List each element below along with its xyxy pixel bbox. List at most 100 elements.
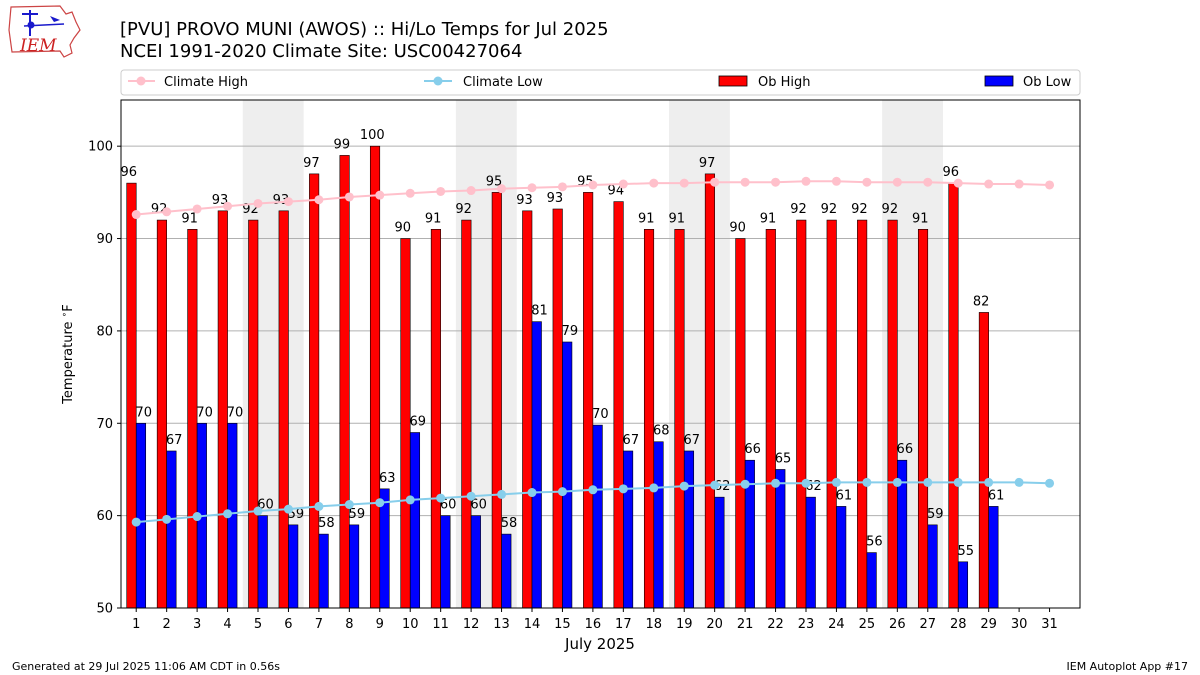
climate-high-point <box>466 186 476 196</box>
climate-high-point <box>710 177 720 187</box>
y-tick-label: 80 <box>96 324 113 339</box>
climate-high-point <box>344 192 354 202</box>
x-tick-label: 15 <box>554 617 571 632</box>
climate-high-point <box>801 176 811 186</box>
ob-low-label: 79 <box>562 324 579 339</box>
legend-frame <box>120 69 1081 96</box>
climate-low-point <box>557 487 567 497</box>
legend-label-climate-low: Climate Low <box>463 75 543 90</box>
climate-high-point <box>131 210 141 220</box>
ob-high-bar <box>613 201 624 609</box>
ob-low-label: 70 <box>592 407 609 422</box>
climate-high-point <box>527 183 537 193</box>
climate-low-point <box>953 477 963 487</box>
plot-frame <box>120 99 1081 609</box>
ob-low-bar <box>836 506 847 609</box>
climate-low-point <box>679 481 689 491</box>
chart-title-line2: NCEI 1991-2020 Climate Site: USC00427064 <box>120 41 522 62</box>
ob-low-bar <box>866 552 877 609</box>
ob-low-bar <box>470 515 481 609</box>
ob-high-bar <box>369 145 381 609</box>
ob-high-bar <box>765 229 776 609</box>
ob-low-label: 58 <box>501 516 518 531</box>
y-tick-label: 90 <box>96 232 113 247</box>
ob-low-bar <box>805 496 816 609</box>
x-tick-label: 1 <box>132 617 140 632</box>
ob-low-bar <box>562 341 573 609</box>
x-tick-label: 4 <box>223 617 231 632</box>
x-tick-label: 23 <box>798 617 815 632</box>
ob-low-bar <box>318 533 329 609</box>
ob-high-label: 92 <box>790 202 807 217</box>
x-tick-label: 16 <box>585 617 602 632</box>
ob-high-bar <box>126 182 137 609</box>
x-tick-label: 7 <box>315 617 323 632</box>
climate-low-point <box>1045 478 1055 488</box>
climate-low-point <box>405 495 415 505</box>
climate-high-point <box>862 177 872 187</box>
x-tick-label: 6 <box>284 617 292 632</box>
climate-high-point <box>1045 180 1055 190</box>
ob-high-label: 93 <box>516 193 533 208</box>
climate-low-point <box>223 509 233 519</box>
climate-high-point <box>953 178 963 188</box>
ob-high-label: 92 <box>851 202 868 217</box>
x-tick-label: 14 <box>524 617 541 632</box>
ob-low-bar <box>166 450 177 609</box>
legend-item-ob-low: Ob Low <box>984 75 1072 90</box>
climate-high-point <box>618 179 628 189</box>
x-tick-label: 19 <box>676 617 693 632</box>
ob-high-bar <box>339 155 350 609</box>
ob-high-label: 82 <box>973 294 990 309</box>
ob-low-label: 70 <box>135 405 152 420</box>
ob-high-label: 91 <box>181 211 198 226</box>
ob-low-label: 61 <box>836 488 853 503</box>
ob-high-bar <box>704 173 715 609</box>
ob-high-label: 95 <box>486 174 503 189</box>
x-tick-label: 17 <box>615 617 632 632</box>
ob-high-label: 91 <box>638 211 655 226</box>
ob-low-bar <box>288 524 299 609</box>
ob-low-label: 61 <box>988 488 1005 503</box>
climate-low-point <box>588 485 598 495</box>
ob-high-bar <box>887 219 898 609</box>
ob-high-label: 97 <box>699 156 716 171</box>
x-tick-label: 13 <box>493 617 510 632</box>
climate-low-point <box>527 488 537 498</box>
ob-high-label: 96 <box>120 165 137 180</box>
climate-low-point <box>618 484 628 494</box>
footer-generated: Generated at 29 Jul 2025 11:06 AM CDT in… <box>12 660 280 673</box>
climate-low-point <box>831 477 841 487</box>
climate-high-point <box>497 184 507 194</box>
climate-low-point <box>649 483 659 493</box>
x-tick-label: 22 <box>767 617 784 632</box>
x-tick-label: 11 <box>432 617 449 632</box>
climate-high-point <box>223 201 233 211</box>
climate-low-point <box>314 501 324 511</box>
y-tick-label: 50 <box>96 602 113 617</box>
ob-low-bar <box>653 441 664 609</box>
climate-high-point <box>375 190 385 200</box>
ob-low-label: 59 <box>927 507 944 522</box>
climate-high-point <box>283 197 293 207</box>
climate-high-point <box>831 176 841 186</box>
legend-label-ob-low: Ob Low <box>1023 75 1072 90</box>
ob-high-label: 96 <box>942 165 959 180</box>
climate-high-point <box>1014 179 1024 189</box>
ob-low-label: 65 <box>775 451 792 466</box>
x-tick-label: 9 <box>376 617 384 632</box>
ob-high-bar <box>583 192 594 609</box>
climate-low-point <box>253 506 263 516</box>
ob-low-bar <box>988 506 999 609</box>
ob-high-label: 91 <box>760 211 777 226</box>
ob-high-label: 99 <box>334 137 351 152</box>
climate-low-point <box>497 489 507 499</box>
ob-high-label: 91 <box>668 211 685 226</box>
climate-low-point <box>984 477 994 487</box>
legend-label-ob-high: Ob High <box>758 75 811 90</box>
ob-low-bar <box>623 450 634 609</box>
ob-high-bar <box>430 229 441 609</box>
ob-low-label: 68 <box>653 424 670 439</box>
legend: Climate High Climate Low Ob High Ob Low <box>120 69 1081 96</box>
